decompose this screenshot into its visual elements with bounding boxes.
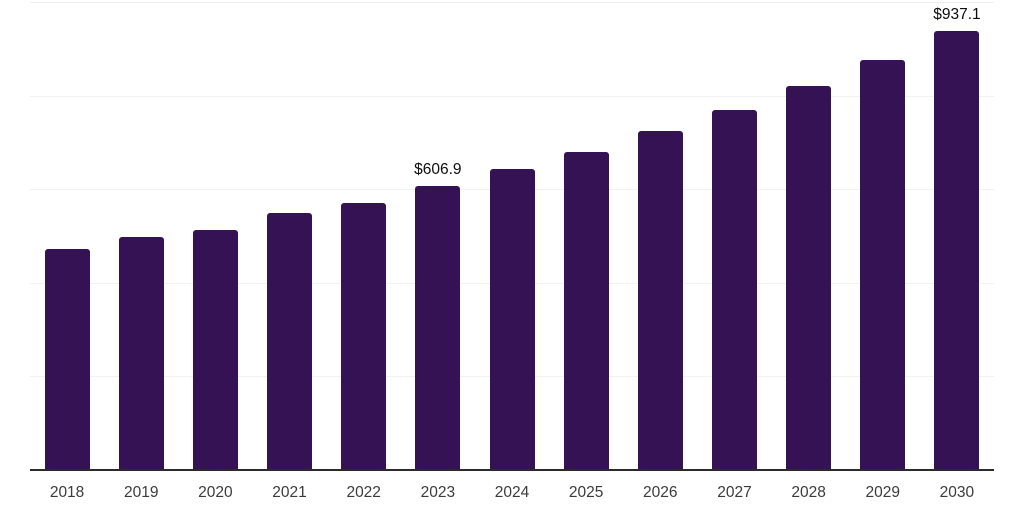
bar-2019[interactable] [118,236,164,470]
bar-2029[interactable] [860,60,906,470]
x-tick-2028: 2028 [791,484,826,501]
bar-2026[interactable] [637,131,683,470]
bar-2018[interactable] [44,249,90,470]
x-tick-2025: 2025 [568,484,604,501]
data-label-2023: $606.9 [414,160,462,178]
x-tick-2021: 2021 [272,484,307,501]
x-tick-2027: 2027 [717,484,752,501]
bar-2023[interactable] [415,185,461,470]
x-tick-2026: 2026 [643,484,678,501]
bar-2022[interactable] [341,202,387,470]
x-tick-2024: 2024 [494,484,530,501]
bar-2025[interactable] [563,151,609,470]
bar-2027[interactable] [711,109,757,470]
bar-2028[interactable] [786,85,832,470]
bar-2030[interactable] [934,31,980,470]
x-tick-2020: 2020 [198,484,233,501]
x-tick-2030: 2030 [939,484,975,501]
bar-2020[interactable] [192,229,238,470]
bar-2021[interactable] [267,213,313,470]
x-tick-2018: 2018 [49,484,85,501]
x-tick-2029: 2029 [865,484,901,501]
x-tick-2019: 2019 [123,484,159,501]
data-label-2030: $937.1 [933,6,981,24]
bar-2024[interactable] [489,169,535,470]
gridline-1000 [30,2,994,3]
x-axis-line [30,469,994,471]
gridline-800 [30,95,994,97]
x-tick-2022: 2022 [346,484,381,501]
x-tick-2023: 2023 [420,484,456,501]
